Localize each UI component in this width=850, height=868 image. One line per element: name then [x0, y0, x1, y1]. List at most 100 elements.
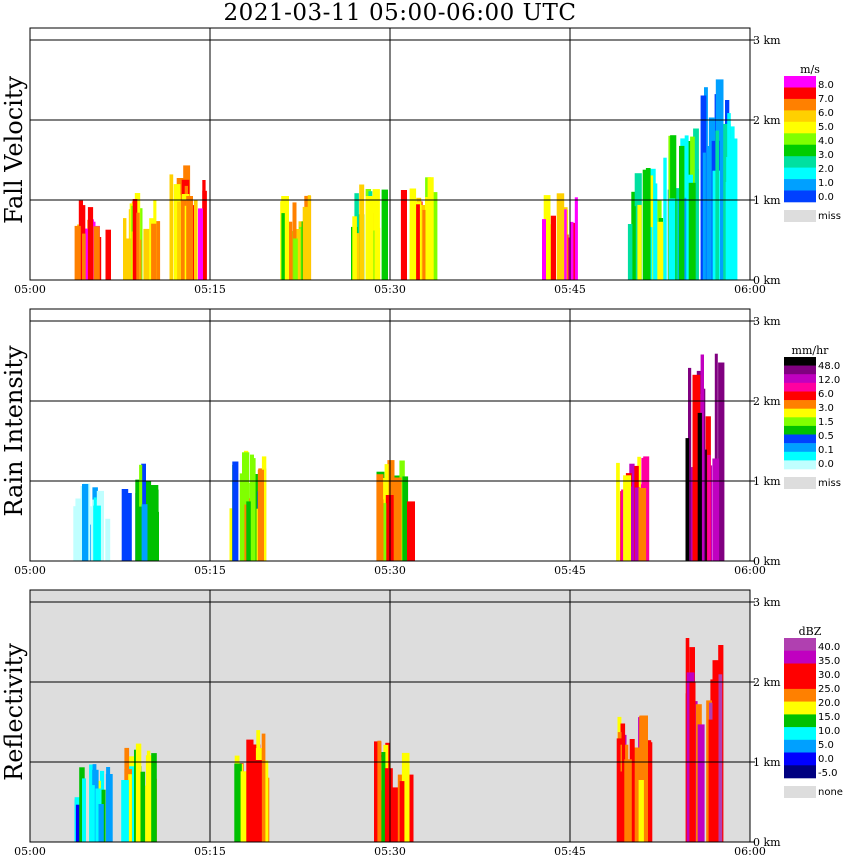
echo-column — [633, 747, 641, 842]
colorbar-label: 6.0 — [818, 389, 834, 400]
echo-column — [399, 781, 405, 842]
x-tick-label: 05:30 — [374, 283, 406, 296]
colorbar-label: 40.0 — [818, 642, 840, 653]
echo-column — [392, 787, 399, 842]
echo-column — [177, 201, 181, 280]
echo-column — [82, 233, 86, 280]
echo-column — [154, 221, 161, 280]
y-tick-label: 2 km — [753, 676, 781, 689]
echo-column — [359, 184, 365, 280]
echo-column — [246, 739, 254, 842]
echo-column — [141, 504, 148, 561]
colorbar-label: -5.0 — [818, 768, 838, 779]
colorbar-label: 0.5 — [818, 431, 834, 442]
echo-column — [405, 774, 414, 842]
echo-column — [638, 780, 644, 842]
echo-column — [399, 460, 405, 561]
colorbar-swatch — [784, 443, 816, 453]
echo-cell-3 — [280, 195, 312, 280]
echo-column — [394, 477, 402, 561]
echo-column — [618, 771, 624, 842]
x-tick-label: 05:45 — [554, 845, 586, 858]
panel-2: 0 km 1 km 2 km 3 km 05:00 05:15 05:30 05:45 06:0… — [0, 589, 843, 858]
echo-cell-1 — [121, 463, 159, 561]
missing-swatch — [784, 786, 816, 798]
echo-column — [132, 199, 138, 280]
echo-column — [105, 229, 111, 280]
echo-cell-8 — [663, 128, 699, 280]
echo-column — [400, 190, 407, 280]
echo-column — [121, 489, 129, 561]
echo-cell-2 — [229, 450, 267, 561]
colorbar-label: 7.0 — [818, 94, 834, 105]
panel-1: 0 km 1 km 2 km 3 km 05:00 05:15 05:30 05:45 06:0… — [0, 308, 841, 577]
colorbar-swatch — [784, 676, 816, 690]
colorbar-swatch — [784, 650, 816, 664]
echo-column — [151, 511, 159, 561]
echo-column — [82, 484, 89, 561]
colorbar-label: 25.0 — [818, 684, 840, 695]
echo-column — [355, 233, 360, 280]
echo-column — [135, 743, 142, 842]
echo-column — [240, 771, 248, 842]
echo-column — [123, 218, 127, 280]
colorbar-swatch — [784, 425, 816, 435]
echo-column — [180, 199, 187, 280]
colorbar-swatch — [784, 179, 816, 191]
echo-column — [697, 412, 702, 561]
echo-column — [374, 201, 380, 280]
echo-column — [377, 499, 384, 561]
y-tick-label: 0 km — [753, 274, 781, 287]
echo-cell-5 — [400, 177, 438, 280]
y-tick-label: 0 km — [753, 836, 781, 849]
y-tick-label: 0 km — [753, 555, 781, 568]
echo-column — [708, 719, 717, 842]
echo-column — [689, 467, 696, 561]
colorbar-label: 0.1 — [818, 445, 834, 456]
echo-column — [121, 780, 129, 842]
echo-column — [143, 228, 151, 280]
y-tick-label: 3 km — [753, 596, 781, 609]
colorbar-label: 20.0 — [818, 698, 840, 709]
echo-cell-6 — [542, 193, 578, 280]
echo-column — [384, 768, 393, 842]
colorbar: mm/hr 48.0 12.0 6.0 3.0 1.5 0.5 0.1 0.0 miss — [784, 344, 841, 489]
colorbar-swatch — [784, 365, 816, 375]
colorbar-label: 30.0 — [818, 670, 840, 681]
y-tick-label: 1 km — [753, 194, 781, 207]
x-tick-label: 05:00 — [14, 283, 46, 296]
echo-column — [693, 128, 699, 280]
colorbar-swatch — [784, 434, 816, 444]
echo-column — [281, 196, 289, 280]
echo-column — [663, 157, 667, 280]
echo-column — [685, 438, 690, 561]
echo-column — [302, 206, 310, 280]
echo-column — [574, 197, 578, 280]
y-tick-label: 2 km — [753, 114, 781, 127]
panel-0: 0 km 1 km 2 km 3 km 05:00 05:15 05:30 05:45 06:0… — [0, 27, 841, 296]
echo-column — [640, 715, 648, 842]
echo-column — [95, 788, 101, 842]
missing-label: miss — [818, 478, 841, 489]
colorbar-swatch — [784, 714, 816, 728]
echo-column — [74, 225, 81, 280]
echo-column — [281, 213, 285, 280]
echo-column — [542, 219, 546, 280]
echo-column — [377, 740, 382, 842]
colorbar-swatch — [784, 451, 816, 461]
colorbar-label: 0.0 — [818, 459, 834, 470]
echo-column — [79, 767, 85, 842]
echo-column — [229, 508, 235, 561]
echo-column — [257, 469, 264, 561]
colorbar-swatch — [784, 417, 816, 427]
echo-column — [381, 189, 388, 280]
colorbar-swatch — [784, 638, 816, 651]
x-tick-label: 05:15 — [194, 564, 226, 577]
echo-column — [198, 208, 203, 280]
echo-column — [627, 224, 633, 280]
echo-column — [151, 753, 157, 842]
echo-column — [714, 353, 718, 561]
colorbar-label: 6.0 — [818, 108, 834, 119]
echo-column — [632, 206, 636, 280]
echo-column — [715, 130, 719, 280]
